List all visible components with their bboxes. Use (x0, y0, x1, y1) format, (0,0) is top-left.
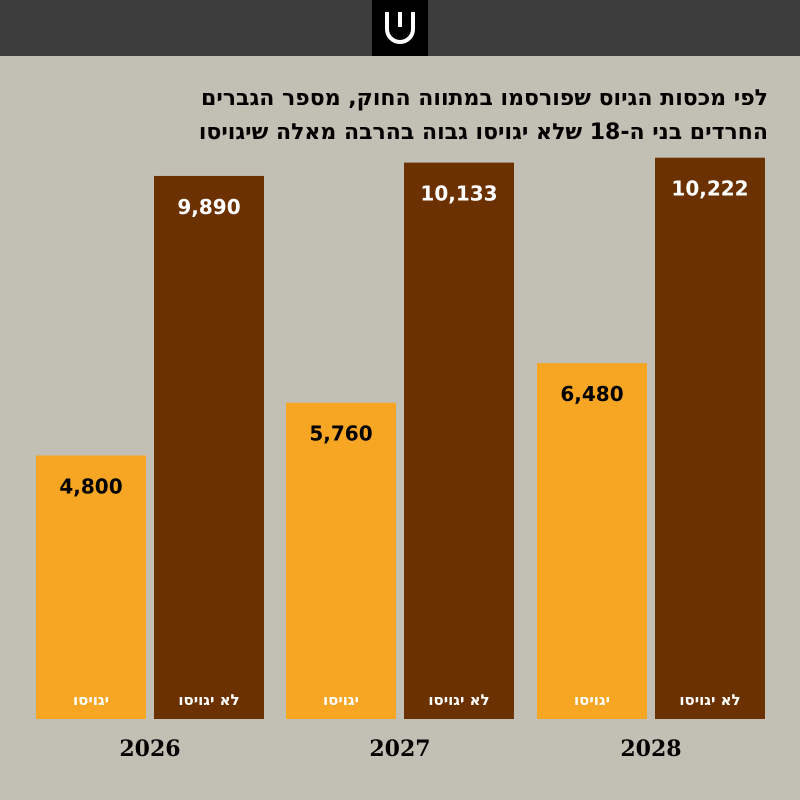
publisher-logo-icon[interactable] (372, 0, 428, 56)
bar-2027-series-1 (404, 162, 514, 719)
bar-2027-series-0 (286, 402, 396, 719)
chart-title: לפי מכסות הגיוס שפורסמו במתווה החוק, מספ… (30, 82, 768, 150)
bar-2028-series-1 (655, 157, 765, 720)
title-line-2: החרדים בני ה-18 שלא יגויסו גבוה בהרבה מא… (198, 120, 768, 145)
bar-2026-series-1 (154, 175, 264, 719)
data-label-2027-series-1: 10,133 (420, 182, 497, 206)
data-label-2027-series-0: 5,760 (309, 422, 372, 446)
series-label-2027-series-1: לא יגויסו (428, 691, 489, 709)
title-line-1: לפי מכסות הגיוס שפורסמו במתווה החוק, מספ… (201, 86, 768, 111)
data-label-2028-series-0: 6,480 (560, 382, 623, 406)
series-label-2028-series-1: לא יגויסו (679, 691, 740, 709)
series-label-2026-series-1: לא יגויסו (178, 691, 239, 709)
x-tick-label-2026: 2026 (119, 736, 180, 762)
series-label-2027-series-0: יגויסו (323, 691, 359, 709)
bar-2026-series-0 (36, 455, 146, 719)
data-label-2028-series-1: 10,222 (671, 177, 748, 201)
x-tick-label-2028: 2028 (620, 736, 681, 762)
x-tick-label-2027: 2027 (369, 736, 430, 762)
data-label-2026-series-0: 4,800 (59, 474, 122, 498)
series-label-2028-series-0: יגויסו (574, 691, 610, 709)
series-label-2026-series-0: יגויסו (73, 691, 109, 709)
bar-2028-series-0 (537, 363, 647, 719)
data-label-2026-series-1: 9,890 (177, 195, 240, 219)
